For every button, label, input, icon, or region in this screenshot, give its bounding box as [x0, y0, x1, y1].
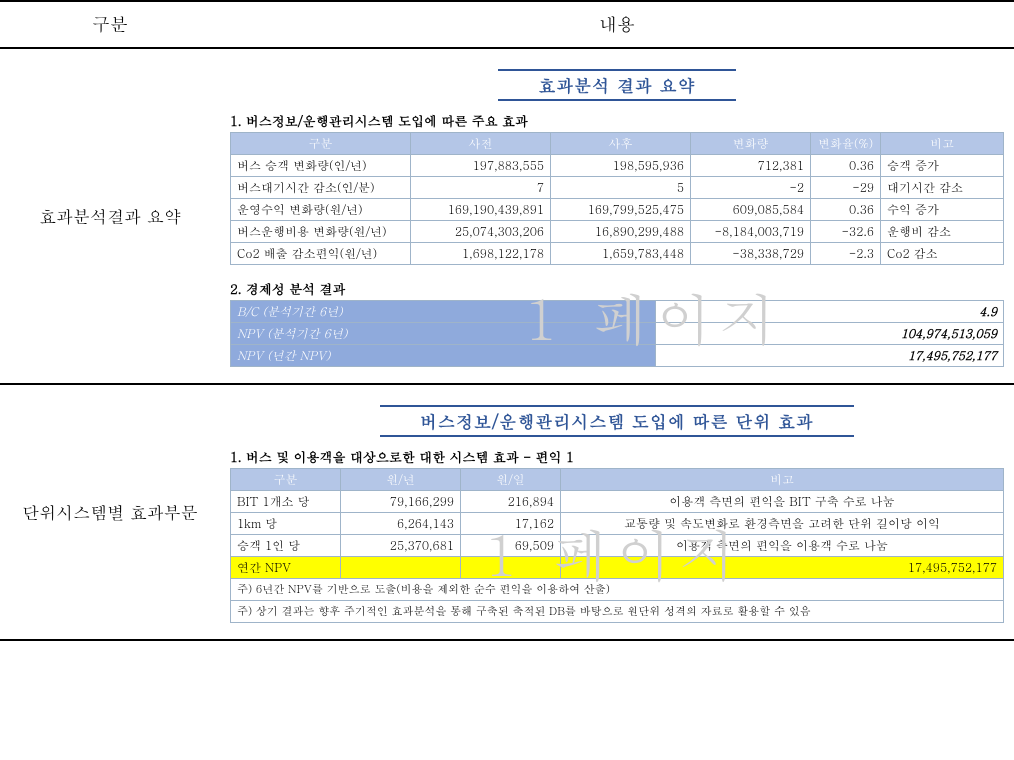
unit-note-1: 주) 6년간 NPV를 기반으로 도출(비용을 제외한 순수 편익을 이용하여 … [230, 579, 1004, 601]
table-row: 버스대기시간 감소(인/분) 7 5 -2 -29 대기시간 감소 [231, 177, 1004, 199]
unit-table: 구분 원/년 원/일 비고 BIT 1개소 당 79,166,299 216,8… [230, 468, 1004, 579]
npv-value: 17,495,752,177 [561, 557, 1004, 579]
col-note: 비고 [881, 133, 1004, 155]
npv-label: 연간 NPV [231, 557, 341, 579]
summary-section2-title: 2. 경제성 분석 결과 [230, 279, 1004, 298]
cell-pre: 197,883,555 [411, 155, 551, 177]
unit-section1-title: 1. 버스 및 이용객을 대상으로한 대한 시스템 효과 - 편익 1 [230, 447, 1004, 466]
table-row: 승객 1인 당 25,370,681 69,509 이용객 측면의 편익을 이용… [231, 535, 1004, 557]
outer-header-left: 구분 [0, 1, 220, 48]
unit-header-row: 구분 원/년 원/일 비고 [231, 469, 1004, 491]
table-row: 1km 당 6,264,143 17,162 교통량 및 속도변화로 환경측면을… [231, 513, 1004, 535]
table-row: 버스 승객 변화량(인/년) 197,883,555 198,595,936 7… [231, 155, 1004, 177]
col-pre: 사전 [411, 133, 551, 155]
economy-table: B/C (분석기간 6년) 4.9 NPV (분석기간 6년) 104,974,… [230, 300, 1004, 367]
summary-table: 구분 사전 사후 변화량 변화율(%) 비고 버스 승객 변화량(인/년) 19… [230, 132, 1004, 265]
unit-note-2: 주) 상기 결과는 향후 주기적인 효과분석을 통해 구축된 축적된 DB를 바… [230, 601, 1004, 623]
ucol-gubun: 구분 [231, 469, 341, 491]
ucol-note: 비고 [561, 469, 1004, 491]
cell-note: 승객 증가 [881, 155, 1004, 177]
ucol-day: 원/일 [461, 469, 561, 491]
npv-row: 연간 NPV 17,495,752,177 [231, 557, 1004, 579]
table-row: NPV (분석기간 6년) 104,974,513,059 [231, 323, 1004, 345]
summary-title: 효과분석 결과 요약 [498, 69, 735, 101]
cell-delta: 712,381 [691, 155, 811, 177]
eco-value: 4.9 [656, 301, 1004, 323]
col-gubun: 구분 [231, 133, 411, 155]
table-row: 버스운행비용 변화량(원/년) 25,074,303,206 16,890,29… [231, 221, 1004, 243]
row-label-unit: 단위시스템별 효과부문 [0, 384, 220, 640]
table-row: Co2 배출 감소편익(원/년) 1,698,122,178 1,659,783… [231, 243, 1004, 265]
outer-table: 구분 내용 효과분석결과 요약 효과분석 결과 요약 1. 버스정보/운행관리시… [0, 0, 1014, 641]
unit-title: 버스정보/운행관리시스템 도입에 따른 단위 효과 [380, 405, 854, 437]
eco-label: B/C (분석기간 6년) [231, 301, 656, 323]
table-row: NPV (년간 NPV) 17,495,752,177 [231, 345, 1004, 367]
cell-label: 버스 승객 변화량(인/년) [231, 155, 411, 177]
table-row: 운영수익 변화량(원/년) 169,190,439,891 169,799,52… [231, 199, 1004, 221]
summary-section1-title: 1. 버스정보/운행관리시스템 도입에 따른 주요 효과 [230, 111, 1004, 130]
col-pct: 변화율(%) [811, 133, 881, 155]
row-label-summary: 효과분석결과 요약 [0, 48, 220, 384]
cell-post: 198,595,936 [551, 155, 691, 177]
table-row: BIT 1개소 당 79,166,299 216,894 이용객 측면의 편익을… [231, 491, 1004, 513]
summary-panel: 효과분석 결과 요약 1. 버스정보/운행관리시스템 도입에 따른 주요 효과 … [224, 57, 1010, 375]
unit-panel: 버스정보/운행관리시스템 도입에 따른 단위 효과 1. 버스 및 이용객을 대… [224, 393, 1010, 631]
table-row: B/C (분석기간 6년) 4.9 [231, 301, 1004, 323]
unit-title-wrap: 버스정보/운행관리시스템 도입에 따른 단위 효과 [230, 399, 1004, 441]
ucol-year: 원/년 [341, 469, 461, 491]
col-post: 사후 [551, 133, 691, 155]
summary-header-row: 구분 사전 사후 변화량 변화율(%) 비고 [231, 133, 1004, 155]
outer-header-right: 내용 [220, 1, 1014, 48]
col-delta: 변화량 [691, 133, 811, 155]
summary-title-wrap: 효과분석 결과 요약 [230, 63, 1004, 105]
cell-pct: 0.36 [811, 155, 881, 177]
